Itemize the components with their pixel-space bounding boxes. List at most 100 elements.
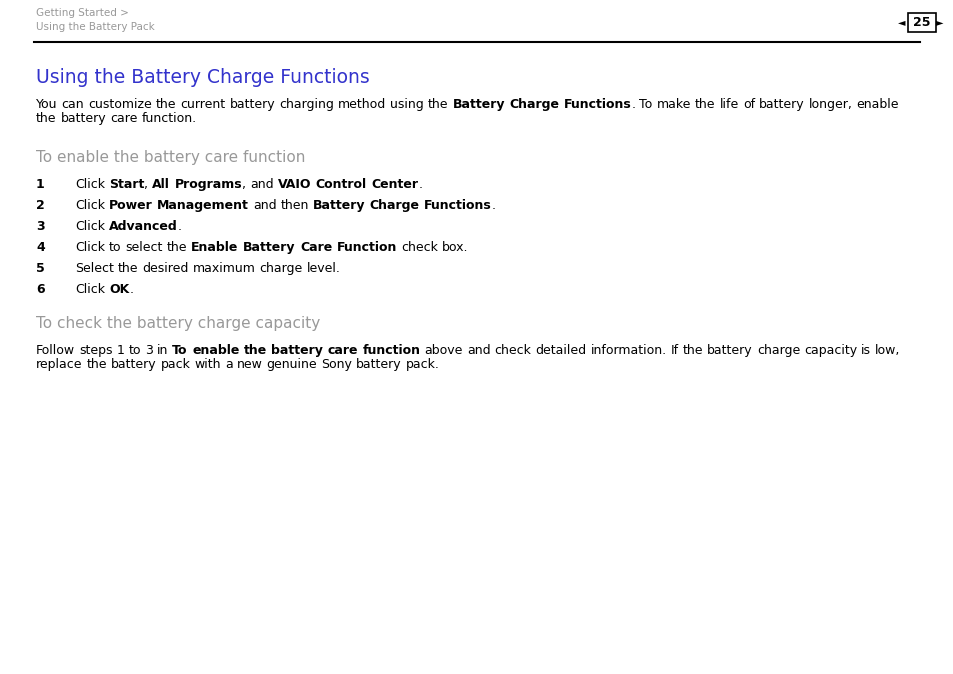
Text: box.: box.: [441, 241, 468, 254]
Text: Click: Click: [75, 220, 105, 233]
Text: charge: charge: [757, 344, 800, 357]
Text: Click: Click: [75, 199, 105, 212]
Text: life: life: [719, 98, 739, 111]
Text: charge: charge: [259, 262, 302, 275]
Text: ,: ,: [242, 178, 246, 191]
Text: and: and: [253, 199, 276, 212]
Text: to: to: [109, 241, 121, 254]
Text: select: select: [126, 241, 163, 254]
Text: battery: battery: [759, 98, 803, 111]
Text: enable: enable: [856, 98, 898, 111]
Text: 6: 6: [36, 283, 45, 296]
Text: ◄: ◄: [898, 17, 904, 27]
Text: Charge: Charge: [509, 98, 558, 111]
Text: .: .: [417, 178, 422, 191]
Text: using: using: [390, 98, 423, 111]
Text: pack: pack: [160, 359, 191, 371]
Text: the: the: [36, 113, 56, 125]
Text: then: then: [280, 199, 309, 212]
Text: charging: charging: [279, 98, 334, 111]
Text: Power: Power: [109, 199, 152, 212]
Text: care: care: [110, 113, 137, 125]
Text: the: the: [244, 344, 267, 357]
Text: All: All: [152, 178, 170, 191]
Text: the: the: [695, 98, 715, 111]
Text: steps: steps: [79, 344, 112, 357]
Text: replace: replace: [36, 359, 82, 371]
Text: .: .: [631, 98, 635, 111]
Text: battery: battery: [272, 344, 323, 357]
Text: customize: customize: [88, 98, 152, 111]
Text: Functions: Functions: [424, 199, 492, 212]
Text: the: the: [87, 359, 107, 371]
Text: 25: 25: [912, 16, 930, 28]
Text: Programs: Programs: [174, 178, 242, 191]
Text: Care: Care: [299, 241, 332, 254]
Text: function: function: [362, 344, 420, 357]
Text: the: the: [118, 262, 138, 275]
Text: 1: 1: [116, 344, 125, 357]
Text: maximum: maximum: [193, 262, 255, 275]
Text: and: and: [250, 178, 274, 191]
Text: the: the: [428, 98, 448, 111]
Text: the: the: [155, 98, 176, 111]
Text: battery: battery: [111, 359, 156, 371]
Text: detailed: detailed: [535, 344, 586, 357]
Text: .: .: [129, 283, 133, 296]
Text: and: and: [467, 344, 490, 357]
Text: Click: Click: [75, 178, 105, 191]
Text: the: the: [682, 344, 702, 357]
Text: Using the Battery Charge Functions: Using the Battery Charge Functions: [36, 68, 370, 87]
Text: is: is: [861, 344, 870, 357]
Text: with: with: [194, 359, 221, 371]
Text: ►: ►: [935, 17, 943, 27]
Text: Center: Center: [371, 178, 417, 191]
Text: new: new: [236, 359, 262, 371]
Text: the: the: [167, 241, 187, 254]
Text: check: check: [400, 241, 437, 254]
Text: pack.: pack.: [405, 359, 439, 371]
Bar: [907, 13, 935, 32]
Text: battery: battery: [60, 113, 106, 125]
Text: in: in: [156, 344, 168, 357]
Text: Battery: Battery: [243, 241, 295, 254]
Text: Management: Management: [157, 199, 249, 212]
Text: Using the Battery Pack: Using the Battery Pack: [36, 22, 154, 32]
Text: desired: desired: [142, 262, 189, 275]
Text: function.: function.: [141, 113, 196, 125]
Text: Battery: Battery: [452, 98, 504, 111]
Text: enable: enable: [192, 344, 239, 357]
Text: information.: information.: [590, 344, 666, 357]
Text: To: To: [639, 98, 652, 111]
Text: level.: level.: [307, 262, 340, 275]
Text: can: can: [61, 98, 84, 111]
Text: Control: Control: [315, 178, 367, 191]
Text: Follow: Follow: [36, 344, 75, 357]
Text: To: To: [172, 344, 188, 357]
Text: Click: Click: [75, 283, 105, 296]
Text: 1: 1: [36, 178, 45, 191]
Text: .: .: [492, 199, 496, 212]
Text: current: current: [180, 98, 225, 111]
Text: method: method: [337, 98, 386, 111]
Text: .: .: [177, 220, 182, 233]
Text: of: of: [742, 98, 754, 111]
Text: Sony: Sony: [321, 359, 352, 371]
Text: OK: OK: [109, 283, 129, 296]
Text: 3: 3: [36, 220, 45, 233]
Text: care: care: [328, 344, 358, 357]
Text: genuine: genuine: [266, 359, 317, 371]
Text: capacity: capacity: [803, 344, 857, 357]
Text: Enable: Enable: [192, 241, 238, 254]
Text: battery: battery: [230, 98, 274, 111]
Text: Advanced: Advanced: [109, 220, 177, 233]
Text: Select: Select: [75, 262, 113, 275]
Text: check: check: [494, 344, 531, 357]
Text: low,: low,: [875, 344, 900, 357]
Text: Battery: Battery: [313, 199, 365, 212]
Text: to: to: [129, 344, 141, 357]
Text: Click: Click: [75, 241, 105, 254]
Text: a: a: [225, 359, 233, 371]
Text: To enable the battery care function: To enable the battery care function: [36, 150, 305, 165]
Text: 5: 5: [36, 262, 45, 275]
